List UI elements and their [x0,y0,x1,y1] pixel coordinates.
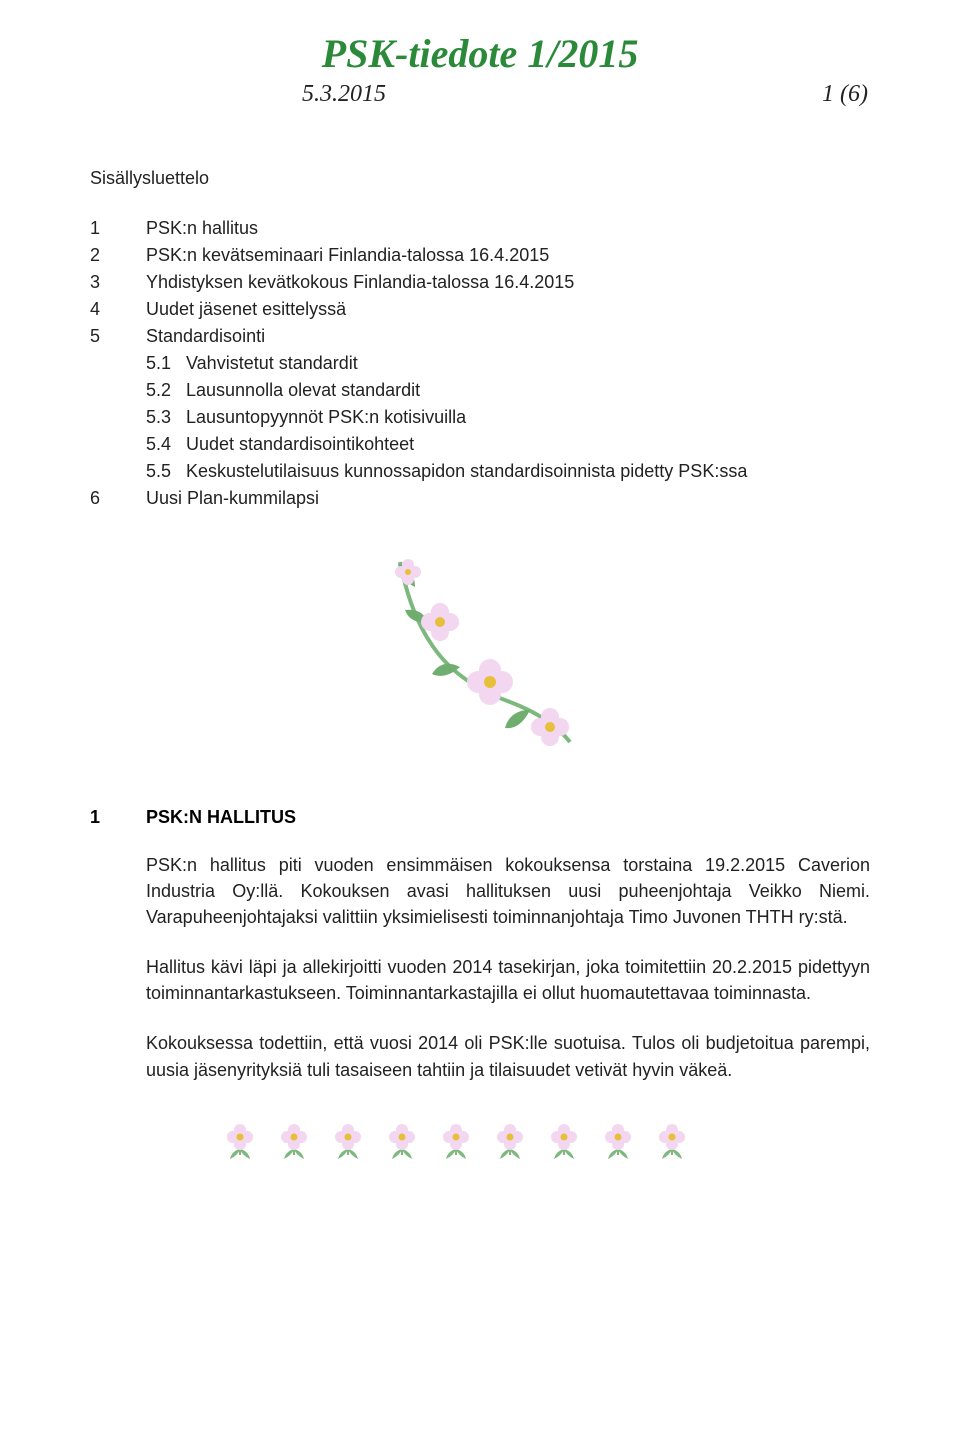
toc-item: 3 Yhdistyksen kevätkokous Finlandia-talo… [90,269,870,296]
floral-vine-icon [360,532,600,772]
toc-item: 4 Uudet jäsenet esittelyssä [90,296,870,323]
toc-subitem-label: Lausunnolla olevat standardit [186,377,420,404]
flower-row-icon [210,1107,750,1167]
toc-item-label: PSK:n kevätseminaari Finlandia-talossa 1… [146,242,549,269]
toc-item-label: Uusi Plan-kummilapsi [146,485,319,512]
toc-item-label: PSK:n hallitus [146,215,258,242]
header-subline: 5.3.2015 1 (6) [90,81,870,108]
toc-subitem-number: 5.3 [146,404,186,431]
toc-item: 1 PSK:n hallitus [90,215,870,242]
toc-item-label: Uudet jäsenet esittelyssä [146,296,346,323]
toc-item-number: 3 [90,269,146,296]
toc-item-label: Standardisointi [146,323,265,350]
body-paragraph: Hallitus kävi läpi ja allekirjoitti vuod… [146,954,870,1006]
body-paragraph: PSK:n hallitus piti vuoden ensimmäisen k… [146,852,870,930]
toc-subitem-label: Keskustelutilaisuus kunnossapidon standa… [186,458,747,485]
footer-floral-border [90,1107,870,1172]
section-heading: 1 PSK:N HALLITUS [90,807,870,828]
toc-subitem-label: Vahvistetut standardit [186,350,358,377]
floral-illustration [90,532,870,777]
toc-subitem-number: 5.4 [146,431,186,458]
page-title: PSK-tiedote 1/2015 [90,30,870,77]
toc-item-number: 1 [90,215,146,242]
toc-subitem-number: 5.2 [146,377,186,404]
toc-item-number: 2 [90,242,146,269]
body-paragraph: Kokouksessa todettiin, että vuosi 2014 o… [146,1030,870,1082]
document-page: PSK-tiedote 1/2015 5.3.2015 1 (6) Sisäll… [0,0,960,1212]
toc-item-label: Yhdistyksen kevätkokous Finlandia-taloss… [146,269,574,296]
page-number: 1 (6) [822,81,868,108]
toc-subitem: 5.5 Keskustelutilaisuus kunnossapidon st… [90,458,870,485]
toc-item-number: 6 [90,485,146,512]
toc-subitem: 5.2 Lausunnolla olevat standardit [90,377,870,404]
toc-list: 1 PSK:n hallitus 2 PSK:n kevätseminaari … [90,215,870,512]
toc-item-number: 4 [90,296,146,323]
section-title: PSK:N HALLITUS [146,807,296,828]
toc-subitem-label: Lausuntopyynnöt PSK:n kotisivuilla [186,404,466,431]
toc-item: 6 Uusi Plan-kummilapsi [90,485,870,512]
toc-subitem-label: Uudet standardisointikohteet [186,431,414,458]
toc-subitem-number: 5.1 [146,350,186,377]
toc-item-number: 5 [90,323,146,350]
toc-item: 5 Standardisointi [90,323,870,350]
toc-subitem-number: 5.5 [146,458,186,485]
toc-subitem: 5.1 Vahvistetut standardit [90,350,870,377]
toc-subitem: 5.4 Uudet standardisointikohteet [90,431,870,458]
section-number: 1 [90,807,146,828]
document-date: 5.3.2015 [302,81,386,108]
toc-item: 2 PSK:n kevätseminaari Finlandia-talossa… [90,242,870,269]
toc-heading: Sisällysluettelo [90,168,870,189]
toc-subitem: 5.3 Lausuntopyynnöt PSK:n kotisivuilla [90,404,870,431]
